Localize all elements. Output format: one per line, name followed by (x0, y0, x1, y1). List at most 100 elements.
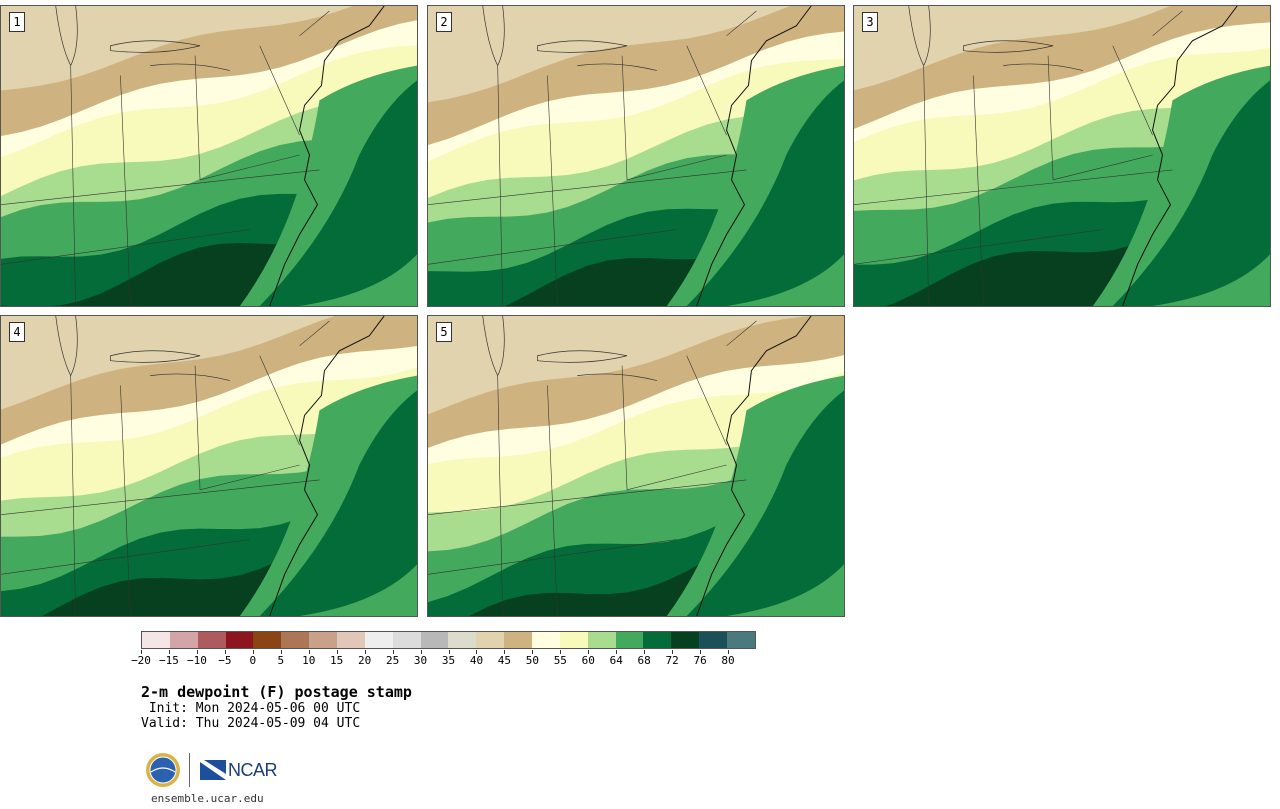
state-boundary (854, 229, 1103, 265)
ocean-region-deep (259, 80, 417, 306)
coastline (269, 316, 385, 616)
state-boundary (621, 365, 628, 490)
nsf-logo (146, 753, 180, 787)
stamp-panel-5: 5 (427, 315, 845, 617)
tick-mark (588, 650, 590, 654)
state-boundary (428, 479, 747, 515)
dewpoint-map (1, 316, 417, 616)
tick-mark (224, 650, 226, 654)
product-title: 2-m dewpoint (F) postage stamp (141, 683, 412, 701)
panel-number: 2 (436, 12, 452, 32)
lake-outline (1003, 63, 1083, 71)
tick-mark (728, 650, 730, 654)
panel-number: 1 (9, 12, 25, 32)
tick-mark (448, 650, 450, 654)
tick-label: 72 (665, 654, 679, 667)
colorbar-swatch (420, 632, 449, 648)
ocean-region-deep (686, 80, 844, 306)
tick-mark (280, 650, 282, 654)
stamp-panel-1: 1 (0, 5, 418, 307)
tick-label: 50 (525, 654, 539, 667)
state-boundary (1152, 10, 1183, 37)
state-boundary (923, 65, 929, 306)
state-boundary (428, 539, 677, 575)
tick-label: 60 (581, 654, 595, 667)
stamp-panel-3: 3 (853, 5, 1271, 307)
dewpoint-map (428, 6, 844, 306)
tick-label: 10 (302, 654, 316, 667)
colorbar-swatch (253, 632, 282, 648)
tick-label: 5 (277, 654, 285, 667)
tick-mark (308, 650, 310, 654)
colorbar-swatch (225, 632, 254, 648)
valid-time: Valid: Thu 2024-05-09 04 UTC (141, 716, 361, 731)
lake-outline (537, 350, 628, 363)
colorbar-swatch (727, 632, 755, 648)
coastline (696, 6, 812, 306)
tick-mark (700, 650, 702, 654)
tick-label: −5 (218, 654, 232, 667)
coastline (696, 316, 812, 616)
ocean-region-deep (259, 390, 417, 616)
coastline (269, 6, 385, 306)
colorbar-swatch (587, 632, 616, 648)
state-boundary (194, 55, 201, 180)
state-boundary (259, 355, 300, 446)
state-boundary (1052, 154, 1153, 181)
state-boundary (428, 229, 677, 265)
state-boundary (1112, 45, 1153, 136)
tick-label: 35 (441, 654, 456, 667)
colorbar-swatch (643, 632, 672, 648)
state-boundary (726, 320, 757, 347)
colorbar-swatch (559, 632, 588, 648)
state-boundary (1047, 55, 1054, 180)
ncar-logo: NCAR (200, 759, 278, 781)
tick-label: 40 (469, 654, 484, 667)
ocean-region-deep (686, 390, 844, 616)
tick-mark (504, 650, 506, 654)
state-boundary (1, 539, 250, 575)
colorbar-swatch (169, 632, 198, 648)
tick-label: −15 (159, 654, 179, 667)
ocean-region-deep (1112, 80, 1270, 306)
ncar-mark-icon (200, 760, 226, 780)
state-boundary (194, 365, 201, 490)
lake-outline (963, 40, 1054, 53)
dewpoint-map (854, 6, 1270, 306)
colorbar-swatch (392, 632, 421, 648)
lake-outline (537, 40, 628, 53)
tick-label: 68 (637, 654, 651, 667)
tick-mark (560, 650, 562, 654)
colorbar-swatch (699, 632, 728, 648)
tick-label: −10 (186, 654, 207, 667)
site-url: ensemble.ucar.edu (151, 792, 264, 805)
init-time: Init: Mon 2024-05-06 00 UTC (141, 701, 361, 716)
state-boundary (547, 385, 558, 616)
ncar-wordmark: NCAR (228, 759, 278, 780)
tick-label: 80 (721, 654, 735, 667)
colorbar-swatch (142, 632, 170, 648)
state-boundary (299, 320, 330, 347)
panel-number: 3 (862, 12, 878, 32)
state-boundary (726, 10, 757, 37)
tick-label: 45 (497, 654, 512, 667)
colorbar-swatch (504, 632, 533, 648)
state-boundary (428, 169, 747, 205)
colorbar-swatch (476, 632, 505, 648)
state-boundary (621, 55, 628, 180)
logo-group: NCAR (145, 750, 278, 790)
dewpoint-map (1, 6, 417, 306)
state-boundary (70, 65, 76, 306)
colorbar-swatch (448, 632, 477, 648)
state-boundary (199, 154, 300, 181)
state-boundary (626, 464, 727, 491)
logo-separator (189, 753, 190, 787)
stamp-panel-2: 2 (427, 5, 845, 307)
lake-outline (150, 63, 230, 71)
tick-mark (168, 650, 170, 654)
colorbar-swatch (364, 632, 393, 648)
lake-outline (482, 6, 505, 67)
state-boundary (686, 45, 727, 136)
dewpoint-map (428, 316, 844, 616)
lake-outline (482, 316, 505, 377)
